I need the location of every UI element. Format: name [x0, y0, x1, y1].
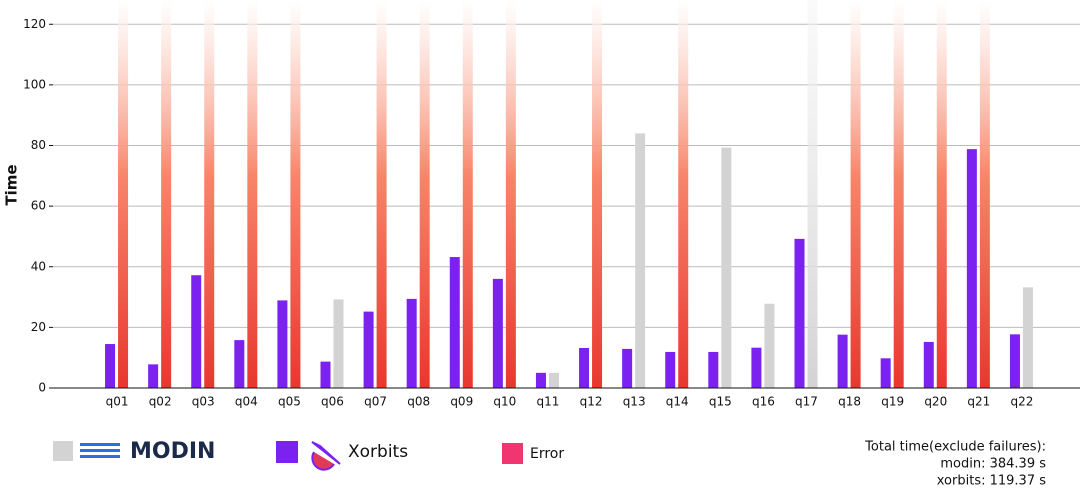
- error-bar: [376, 0, 387, 388]
- error-bar: [247, 0, 258, 388]
- bar: [923, 341, 934, 388]
- error-bar: [290, 0, 301, 388]
- annotation: Total time(exclude failures):: [864, 440, 1046, 455]
- error-bar: [161, 0, 172, 388]
- bar: [548, 372, 559, 388]
- bar: [148, 364, 159, 388]
- x-tick-label: q14: [666, 395, 689, 409]
- y-tick-label: 40: [31, 259, 46, 273]
- x-tick-label: q12: [580, 395, 603, 409]
- bar: [794, 238, 805, 388]
- error-bar: [979, 0, 990, 388]
- x-tick-label: q13: [623, 395, 646, 409]
- bar: [880, 358, 891, 388]
- y-tick-label: 80: [31, 138, 46, 152]
- x-tick-label: q15: [709, 395, 732, 409]
- bar: [492, 278, 503, 388]
- x-tick-label: q22: [1011, 395, 1034, 409]
- error-bar: [936, 0, 947, 388]
- bar: [708, 351, 719, 388]
- error-bar: [462, 0, 473, 388]
- bar: [191, 275, 202, 388]
- bar: [622, 348, 633, 388]
- x-tick-label: q11: [537, 395, 560, 409]
- bar: [837, 334, 848, 388]
- bar: [1009, 334, 1020, 388]
- annotation: modin: 384.39 s: [940, 457, 1046, 472]
- error-bar: [893, 0, 904, 388]
- x-tick-label: q06: [321, 395, 344, 409]
- bar: [579, 347, 590, 388]
- y-tick-label: 0: [38, 381, 46, 395]
- bar: [406, 298, 417, 388]
- bar: [320, 361, 331, 388]
- error-bar: [118, 0, 129, 388]
- legend-swatch: [53, 441, 73, 461]
- legend: MODIN Xorbits Error: [53, 439, 564, 471]
- x-tick-label: q08: [407, 395, 430, 409]
- x-tick-label: q10: [493, 395, 516, 409]
- bar: [535, 372, 546, 388]
- error-bar: [850, 0, 861, 388]
- legend-swatch: [502, 443, 523, 464]
- bar: [966, 149, 977, 388]
- bar: [277, 300, 288, 388]
- legend-label: Error: [530, 446, 564, 462]
- error-bar: [419, 0, 430, 388]
- legend-swatch: [276, 441, 298, 463]
- bar: [721, 147, 732, 388]
- x-tick-label: q01: [106, 395, 129, 409]
- x-tick-label: q18: [838, 395, 861, 409]
- x-tick-label: q16: [752, 395, 775, 409]
- x-tick-label: q04: [235, 395, 258, 409]
- bar: [449, 257, 460, 388]
- y-tick-label: 120: [23, 17, 46, 31]
- y-tick-label: 60: [31, 199, 46, 213]
- y-axis-label: Time: [3, 164, 21, 205]
- y-tick-label: 20: [31, 320, 46, 334]
- y-tick-label: 100: [23, 77, 46, 91]
- x-tick-label: q20: [924, 395, 947, 409]
- bar: [751, 347, 762, 388]
- legend-label: MODIN: [130, 439, 215, 464]
- error-bar: [592, 0, 603, 388]
- x-tick-label: q07: [364, 395, 387, 409]
- x-tick-label: q21: [967, 395, 990, 409]
- error-bar: [204, 0, 215, 388]
- x-tick-label: q17: [795, 395, 818, 409]
- bar: [1022, 287, 1033, 388]
- bar: [665, 351, 676, 388]
- xorbits-logo: [311, 441, 341, 471]
- x-tick-label: q19: [881, 395, 904, 409]
- bar: [333, 299, 344, 388]
- bar: [105, 344, 116, 388]
- bar: [764, 303, 775, 388]
- legend-label: Xorbits: [348, 442, 408, 462]
- annotation: xorbits: 119.37 s: [937, 474, 1046, 489]
- bar: [234, 340, 245, 388]
- x-tick-label: q02: [149, 395, 172, 409]
- x-tick-label: q03: [192, 395, 215, 409]
- error-bar: [678, 0, 689, 388]
- over-limit-bar: [807, 0, 818, 388]
- bar: [635, 133, 646, 388]
- x-tick-label: q05: [278, 395, 301, 409]
- modin-logo-dots: [80, 443, 120, 458]
- bar: [363, 311, 374, 388]
- x-tick-label: q09: [450, 395, 473, 409]
- error-bar: [505, 0, 516, 388]
